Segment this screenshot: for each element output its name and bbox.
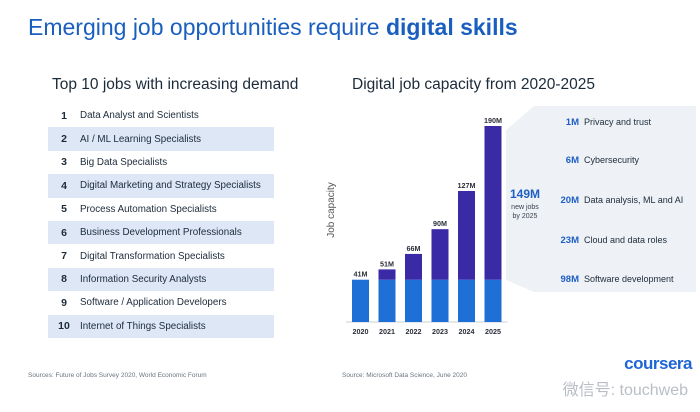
job-rank: 1 xyxy=(61,109,67,122)
breakdown-label: Cybersecurity xyxy=(584,155,640,165)
title-prefix: Emerging job opportunities require xyxy=(28,14,386,40)
job-list-item: 4 Digital Marketing and Strategy Speciali… xyxy=(48,174,274,198)
job-rank: 5 xyxy=(61,203,67,216)
wechat-watermark: 微信号: touchweb xyxy=(562,382,688,399)
breakdown-label: Data analysis, ML and AI xyxy=(584,195,683,205)
breakdown-value: 23M xyxy=(561,235,580,246)
job-list-item: 7 Digital Transformation Specialists xyxy=(48,244,274,267)
bar-base-segment xyxy=(458,279,475,322)
y-axis-label: Job capacity xyxy=(326,182,337,238)
job-list-item: 1 Data Analyst and Scientists xyxy=(48,104,274,127)
bar-base-segment xyxy=(484,279,502,322)
bar-growth-segment xyxy=(431,229,449,280)
x-tick-label: 2021 xyxy=(379,327,395,336)
job-label: Big Data Specialists xyxy=(80,156,168,168)
coursera-logo: coursera xyxy=(624,354,692,373)
title-highlight: digital skills xyxy=(385,14,518,40)
job-rank: 6 xyxy=(61,226,67,239)
x-tick-label: 2023 xyxy=(432,327,448,336)
bar-total-label: 127M xyxy=(458,181,476,190)
x-tick-label: 2022 xyxy=(406,327,422,336)
breakdown-value: 98M xyxy=(561,274,580,285)
job-label: Internet of Things Specialists xyxy=(80,320,206,332)
job-list-item: 9 Software / Application Developers xyxy=(48,291,274,314)
annotation-line2: by 2025 xyxy=(513,213,538,220)
bar-total-label: 51M xyxy=(380,259,394,268)
job-list-item: 6 Business Development Professionals xyxy=(48,220,274,245)
source-left: Sources: Future of Jobs Survey 2020, Wor… xyxy=(28,372,207,379)
job-list-item: 8 Information Security Analysts xyxy=(48,267,274,292)
job-list-item: 3 Big Data Specialists xyxy=(48,151,274,174)
breakdown-label: Privacy and trust xyxy=(584,117,652,127)
bar-growth-segment xyxy=(405,253,422,280)
bar-base-segment xyxy=(405,279,422,322)
bar-base-segment xyxy=(431,279,449,322)
job-list-item: 10 Internet of Things Specialists xyxy=(48,314,274,338)
bar-growth-segment xyxy=(458,190,475,280)
job-label: Digital Marketing and Strategy Specialis… xyxy=(80,180,261,192)
x-tick-label: 2024 xyxy=(459,327,475,336)
chart-heading: Digital job capacity from 2020-2025 xyxy=(352,76,595,93)
job-label: Information Security Analysts xyxy=(80,273,207,285)
bar-base-segment xyxy=(352,279,369,322)
job-label: Digital Transformation Specialists xyxy=(80,250,225,262)
x-tick-label: 2020 xyxy=(353,327,369,336)
annotation-line1: new jobs xyxy=(511,204,539,211)
job-label: Software / Application Developers xyxy=(80,297,227,309)
source-right: Source: Microsoft Data Science, June 202… xyxy=(342,372,468,379)
jobs-list: 1 Data Analyst and Scientists 2 AI / ML Lea… xyxy=(48,104,274,338)
job-rank: 7 xyxy=(61,250,67,263)
job-label: Data Analyst and Scientists xyxy=(80,110,199,122)
bar-growth-segment xyxy=(378,269,396,280)
annotation-value: 149M xyxy=(510,187,540,201)
job-rank: 3 xyxy=(61,156,67,169)
x-tick-label: 2025 xyxy=(485,327,501,336)
breakdown-label: Software development xyxy=(584,274,674,284)
job-capacity-chart: Job capacity 41M 2020 51M 2021 66M 2022 90M 2023… xyxy=(326,106,696,336)
job-label: Business Development Professionals xyxy=(80,227,242,239)
job-rank: 8 xyxy=(61,273,67,286)
job-list-item: 2 AI / ML Learning Specialists xyxy=(48,127,274,151)
job-label: AI / ML Learning Specialists xyxy=(80,133,202,145)
bar-total-label: 90M xyxy=(433,219,447,228)
job-rank: 2 xyxy=(61,133,67,146)
breakdown-panel xyxy=(506,106,696,292)
bar-total-label: 190M xyxy=(484,116,502,125)
job-rank: 9 xyxy=(61,296,67,309)
bar-base-segment xyxy=(378,279,396,322)
breakdown-value: 6M xyxy=(566,155,579,166)
bar-total-label: 66M xyxy=(407,244,421,253)
bar-growth-segment xyxy=(484,126,502,280)
jobs-list-heading: Top 10 jobs with increasing demand xyxy=(52,76,299,93)
job-rank: 4 xyxy=(61,179,67,192)
breakdown-value: 1M xyxy=(566,117,579,128)
breakdown-label: Cloud and data roles xyxy=(584,235,668,245)
bar-total-label: 41M xyxy=(354,270,368,279)
job-label: Process Automation Specialists xyxy=(80,203,217,215)
job-rank: 10 xyxy=(58,320,70,333)
job-list-item: 5 Process Automation Specialists xyxy=(48,198,274,221)
breakdown-value: 20M xyxy=(561,195,580,206)
page-title: Emerging job opportunities require digit… xyxy=(28,14,518,41)
